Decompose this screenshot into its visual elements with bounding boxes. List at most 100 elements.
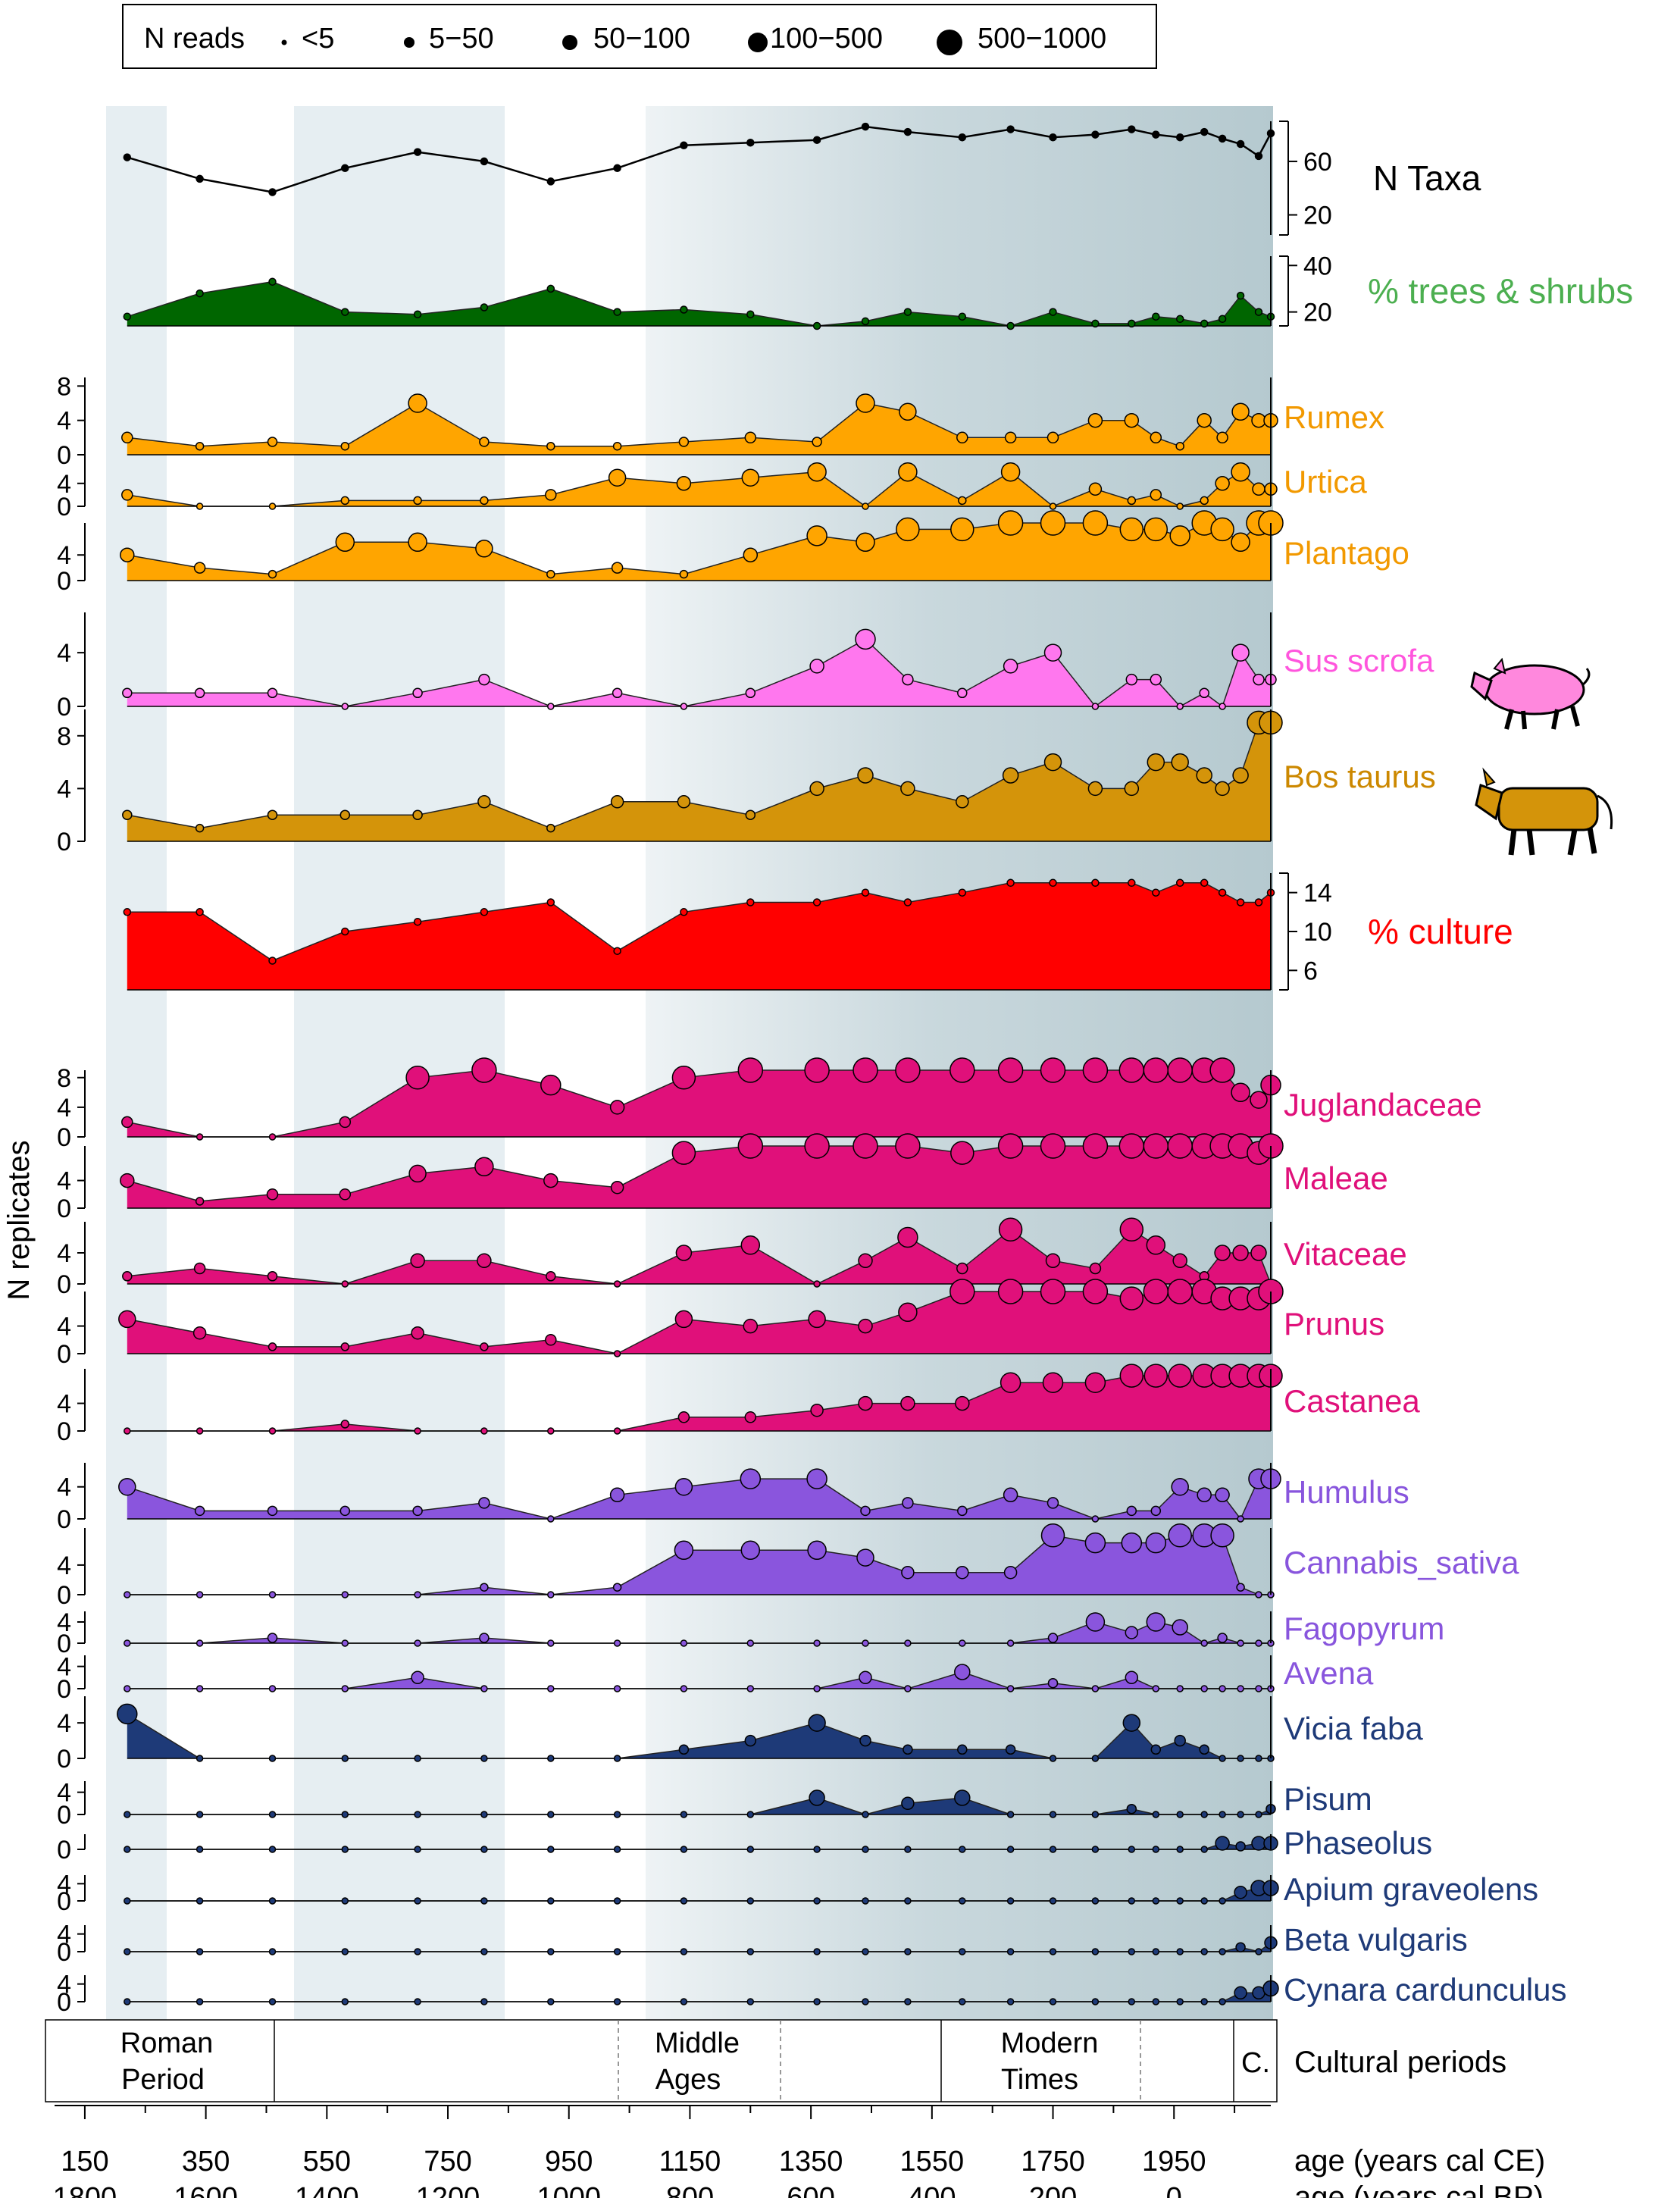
data-point xyxy=(196,1948,204,1955)
data-point xyxy=(950,517,975,542)
legend-dot-4 xyxy=(748,33,768,52)
data-point xyxy=(861,122,870,131)
data-point xyxy=(547,1811,555,1818)
data-point xyxy=(479,437,490,447)
data-point xyxy=(341,1846,349,1853)
series-area xyxy=(127,403,1271,455)
series-area xyxy=(127,639,1271,706)
data-point xyxy=(1128,1998,1136,2005)
pig-icon xyxy=(1470,657,1591,730)
panel-plantago: 04 Plantago xyxy=(57,510,1409,596)
data-point xyxy=(1234,1986,1247,2000)
data-point xyxy=(341,703,349,710)
data-point xyxy=(123,908,132,916)
data-point xyxy=(1218,315,1227,324)
data-point xyxy=(340,1342,350,1351)
y-tick-label: 0 xyxy=(57,1270,71,1299)
data-point xyxy=(1091,1998,1100,2005)
series-label: Sus scrofa xyxy=(1284,643,1434,678)
data-point xyxy=(1168,1364,1192,1388)
data-point xyxy=(1091,1846,1100,1853)
series-area xyxy=(127,1376,1271,1431)
data-point xyxy=(477,795,491,809)
data-point xyxy=(1255,1811,1262,1818)
x-tick-label-ce: 750 xyxy=(424,2146,471,2178)
data-point xyxy=(853,1057,878,1083)
data-point xyxy=(474,1157,494,1177)
panel-rumex: 0 4 8 Rumex xyxy=(57,372,1384,470)
data-point xyxy=(117,1703,138,1725)
data-point xyxy=(1176,503,1184,510)
series-label: % trees & shrubs xyxy=(1368,271,1633,311)
data-point xyxy=(897,1226,918,1248)
y-tick-label: 4 xyxy=(57,1239,71,1268)
x-tick-label-ce: 550 xyxy=(303,2146,351,2178)
data-point xyxy=(1006,321,1015,330)
data-point xyxy=(902,1497,914,1509)
period-middle-line2: Ages xyxy=(655,2064,721,2096)
data-point xyxy=(904,1685,912,1692)
data-point xyxy=(1219,1948,1226,1955)
data-point xyxy=(608,468,627,487)
data-point xyxy=(1045,1253,1061,1269)
x-tick-label-ce: 1950 xyxy=(1142,2146,1206,2178)
data-point xyxy=(1006,1897,1015,1905)
data-point xyxy=(339,809,351,820)
data-point xyxy=(1176,703,1184,710)
data-point xyxy=(746,1998,755,2005)
data-point xyxy=(1210,1523,1234,1548)
data-point xyxy=(904,1639,912,1647)
data-point xyxy=(804,1057,830,1083)
data-point xyxy=(547,1998,555,2005)
data-point xyxy=(1006,125,1015,133)
data-point xyxy=(546,823,555,833)
legend-dot-2 xyxy=(404,37,415,48)
cow-head xyxy=(1475,784,1503,821)
data-point xyxy=(195,1197,205,1206)
data-point xyxy=(341,1948,349,1955)
y-tick-label: 0 xyxy=(57,1630,71,1658)
data-point xyxy=(1219,1811,1226,1818)
data-point xyxy=(746,138,755,147)
data-point xyxy=(1152,312,1160,321)
data-point xyxy=(540,1074,562,1096)
data-point xyxy=(674,1310,693,1329)
series-label: Castanea xyxy=(1284,1383,1420,1419)
data-point xyxy=(405,1066,430,1090)
data-point xyxy=(268,1897,277,1905)
data-point xyxy=(1006,1639,1015,1647)
data-point xyxy=(613,1685,621,1692)
data-point xyxy=(123,153,132,161)
data-point xyxy=(956,795,969,809)
data-point xyxy=(1152,888,1160,897)
data-point xyxy=(862,1897,869,1905)
data-point xyxy=(194,687,205,699)
data-point xyxy=(743,547,759,562)
data-point xyxy=(1126,1803,1137,1814)
data-point xyxy=(1004,431,1017,444)
data-point xyxy=(193,562,206,574)
series-label: Humulus xyxy=(1284,1474,1409,1510)
data-point xyxy=(812,898,821,906)
data-point xyxy=(1199,1744,1209,1755)
y-tick-label: 0 xyxy=(57,1887,71,1916)
data-point xyxy=(901,1796,915,1811)
data-point xyxy=(671,1141,696,1165)
series-label: Plantago xyxy=(1284,535,1409,571)
data-point xyxy=(1200,1685,1208,1692)
data-point xyxy=(1171,753,1189,772)
data-point xyxy=(808,1714,826,1732)
cow-horn xyxy=(1482,767,1496,787)
y-tick-label: 4 xyxy=(57,1653,71,1682)
data-point xyxy=(268,1811,277,1818)
data-point xyxy=(547,1846,555,1853)
panel-vitaceae: 04 Vitaceae xyxy=(57,1217,1407,1299)
data-point xyxy=(1085,1612,1106,1632)
y-tick-label: 6 xyxy=(1303,957,1318,985)
data-point xyxy=(480,1342,489,1351)
data-point xyxy=(902,673,914,686)
data-point xyxy=(1176,1998,1184,2005)
data-point xyxy=(1175,878,1184,888)
data-point xyxy=(959,1998,966,2005)
period-modern-line1: Modern xyxy=(1001,2027,1099,2059)
